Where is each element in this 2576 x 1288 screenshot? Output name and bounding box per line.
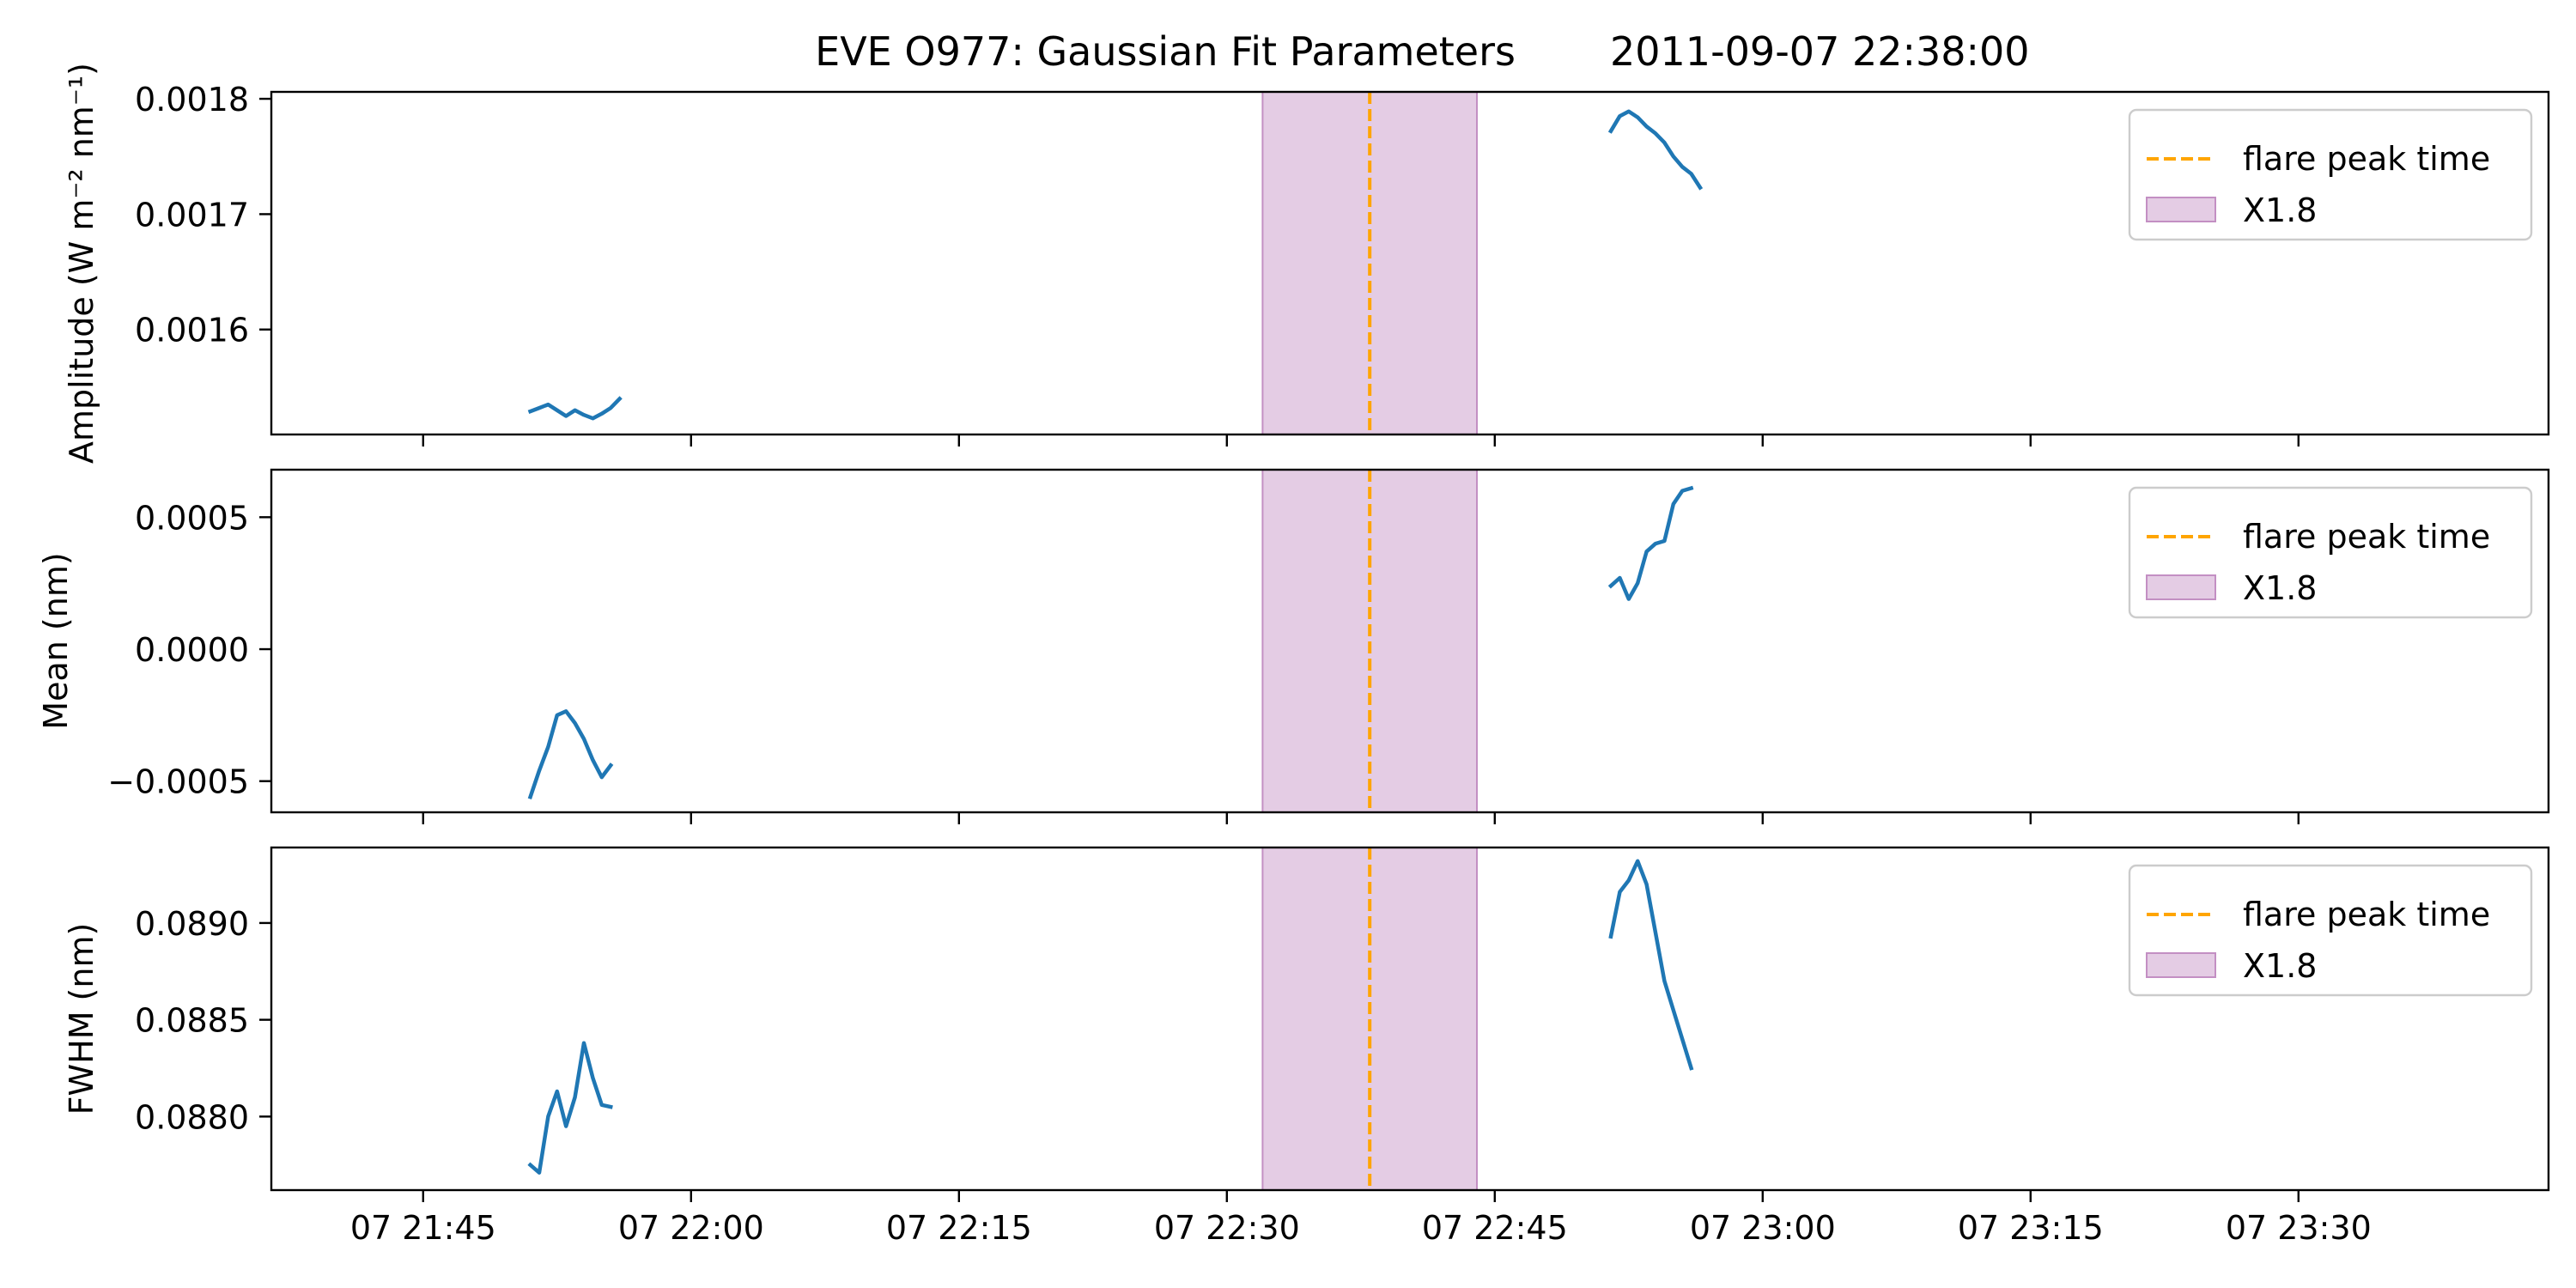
legend-swatch-flare-class xyxy=(2146,197,2216,222)
series-line-segment-2 xyxy=(1607,485,1694,601)
series-line-segment-1 xyxy=(527,396,623,421)
axes-frame xyxy=(270,468,2550,814)
panel-1: 0.0016 0.0017 0.0018 Amplitude (W m⁻² nm⁻¹)… xyxy=(63,63,2550,464)
series-line-segment-2 xyxy=(1608,859,1694,1071)
figure-timestamp: 2011-09-07 22:38:00 xyxy=(1610,28,2030,75)
y-axis-label: Mean (nm) xyxy=(37,552,75,729)
legend: flare peak time X1.8 xyxy=(2128,108,2533,241)
legend-swatch-flare-class xyxy=(2146,952,2216,978)
x-tick-label: 07 22:45 xyxy=(1422,1209,1568,1247)
series-line-segment-1 xyxy=(527,1041,613,1175)
panel-3: 0.0880 0.0885 0.0890 FWHM (nm) 07 21:45 07 22… xyxy=(63,846,2550,1247)
y-tick-label: 0.0000 xyxy=(135,631,249,669)
flare-span xyxy=(1261,469,1479,813)
y-tick-label: 0.0018 xyxy=(135,81,249,118)
legend-label-flare-peak: flare peak time xyxy=(2243,896,2490,933)
legend-label-flare-class: X1.8 xyxy=(2243,947,2317,985)
legend-label-flare-peak: flare peak time xyxy=(2243,518,2490,556)
y-tick-label: 0.0890 xyxy=(135,905,249,943)
x-tick-label: 07 22:15 xyxy=(886,1209,1032,1247)
legend-label-flare-peak: flare peak time xyxy=(2243,140,2490,178)
series-line-segment-1 xyxy=(527,709,614,800)
x-tick-label: 07 21:45 xyxy=(350,1209,496,1247)
axes-frame xyxy=(270,90,2550,436)
panel-2: −0.0005 0.0000 0.0005 Mean (nm) flare peak t… xyxy=(37,468,2550,824)
y-tick-label: 0.0005 xyxy=(135,499,249,537)
legend-label-flare-class: X1.8 xyxy=(2243,569,2317,607)
y-tick-label: 0.0885 xyxy=(135,1002,249,1040)
y-axis-label: Amplitude (W m⁻² nm⁻¹) xyxy=(63,63,100,464)
y-axis-label: FWHM (nm) xyxy=(63,923,100,1115)
x-tick-label: 07 23:30 xyxy=(2226,1209,2372,1247)
legend-swatch-flare-class xyxy=(2146,574,2216,600)
flare-span xyxy=(1261,847,1479,1191)
y-tick-label: 0.0016 xyxy=(135,312,249,349)
flare-span xyxy=(1261,91,1479,435)
x-tick-label: 07 22:30 xyxy=(1154,1209,1300,1247)
x-tick-label: 07 22:00 xyxy=(618,1209,764,1247)
legend-label-flare-class: X1.8 xyxy=(2243,191,2317,229)
legend-frame xyxy=(2128,108,2533,241)
y-tick-label: 0.0880 xyxy=(135,1098,249,1136)
x-tick-label: 07 23:00 xyxy=(1690,1209,1836,1247)
legend-frame xyxy=(2128,864,2533,997)
legend: flare peak time X1.8 xyxy=(2128,486,2533,619)
y-tick-label: −0.0005 xyxy=(107,763,249,801)
legend-frame xyxy=(2128,486,2533,619)
legend: flare peak time X1.8 xyxy=(2128,864,2533,997)
figure-title: EVE O977: Gaussian Fit Parameters xyxy=(815,28,1516,75)
y-tick-label: 0.0017 xyxy=(135,196,249,234)
series-line-segment-2 xyxy=(1607,109,1704,191)
x-tick-label: 07 23:15 xyxy=(1958,1209,2104,1247)
